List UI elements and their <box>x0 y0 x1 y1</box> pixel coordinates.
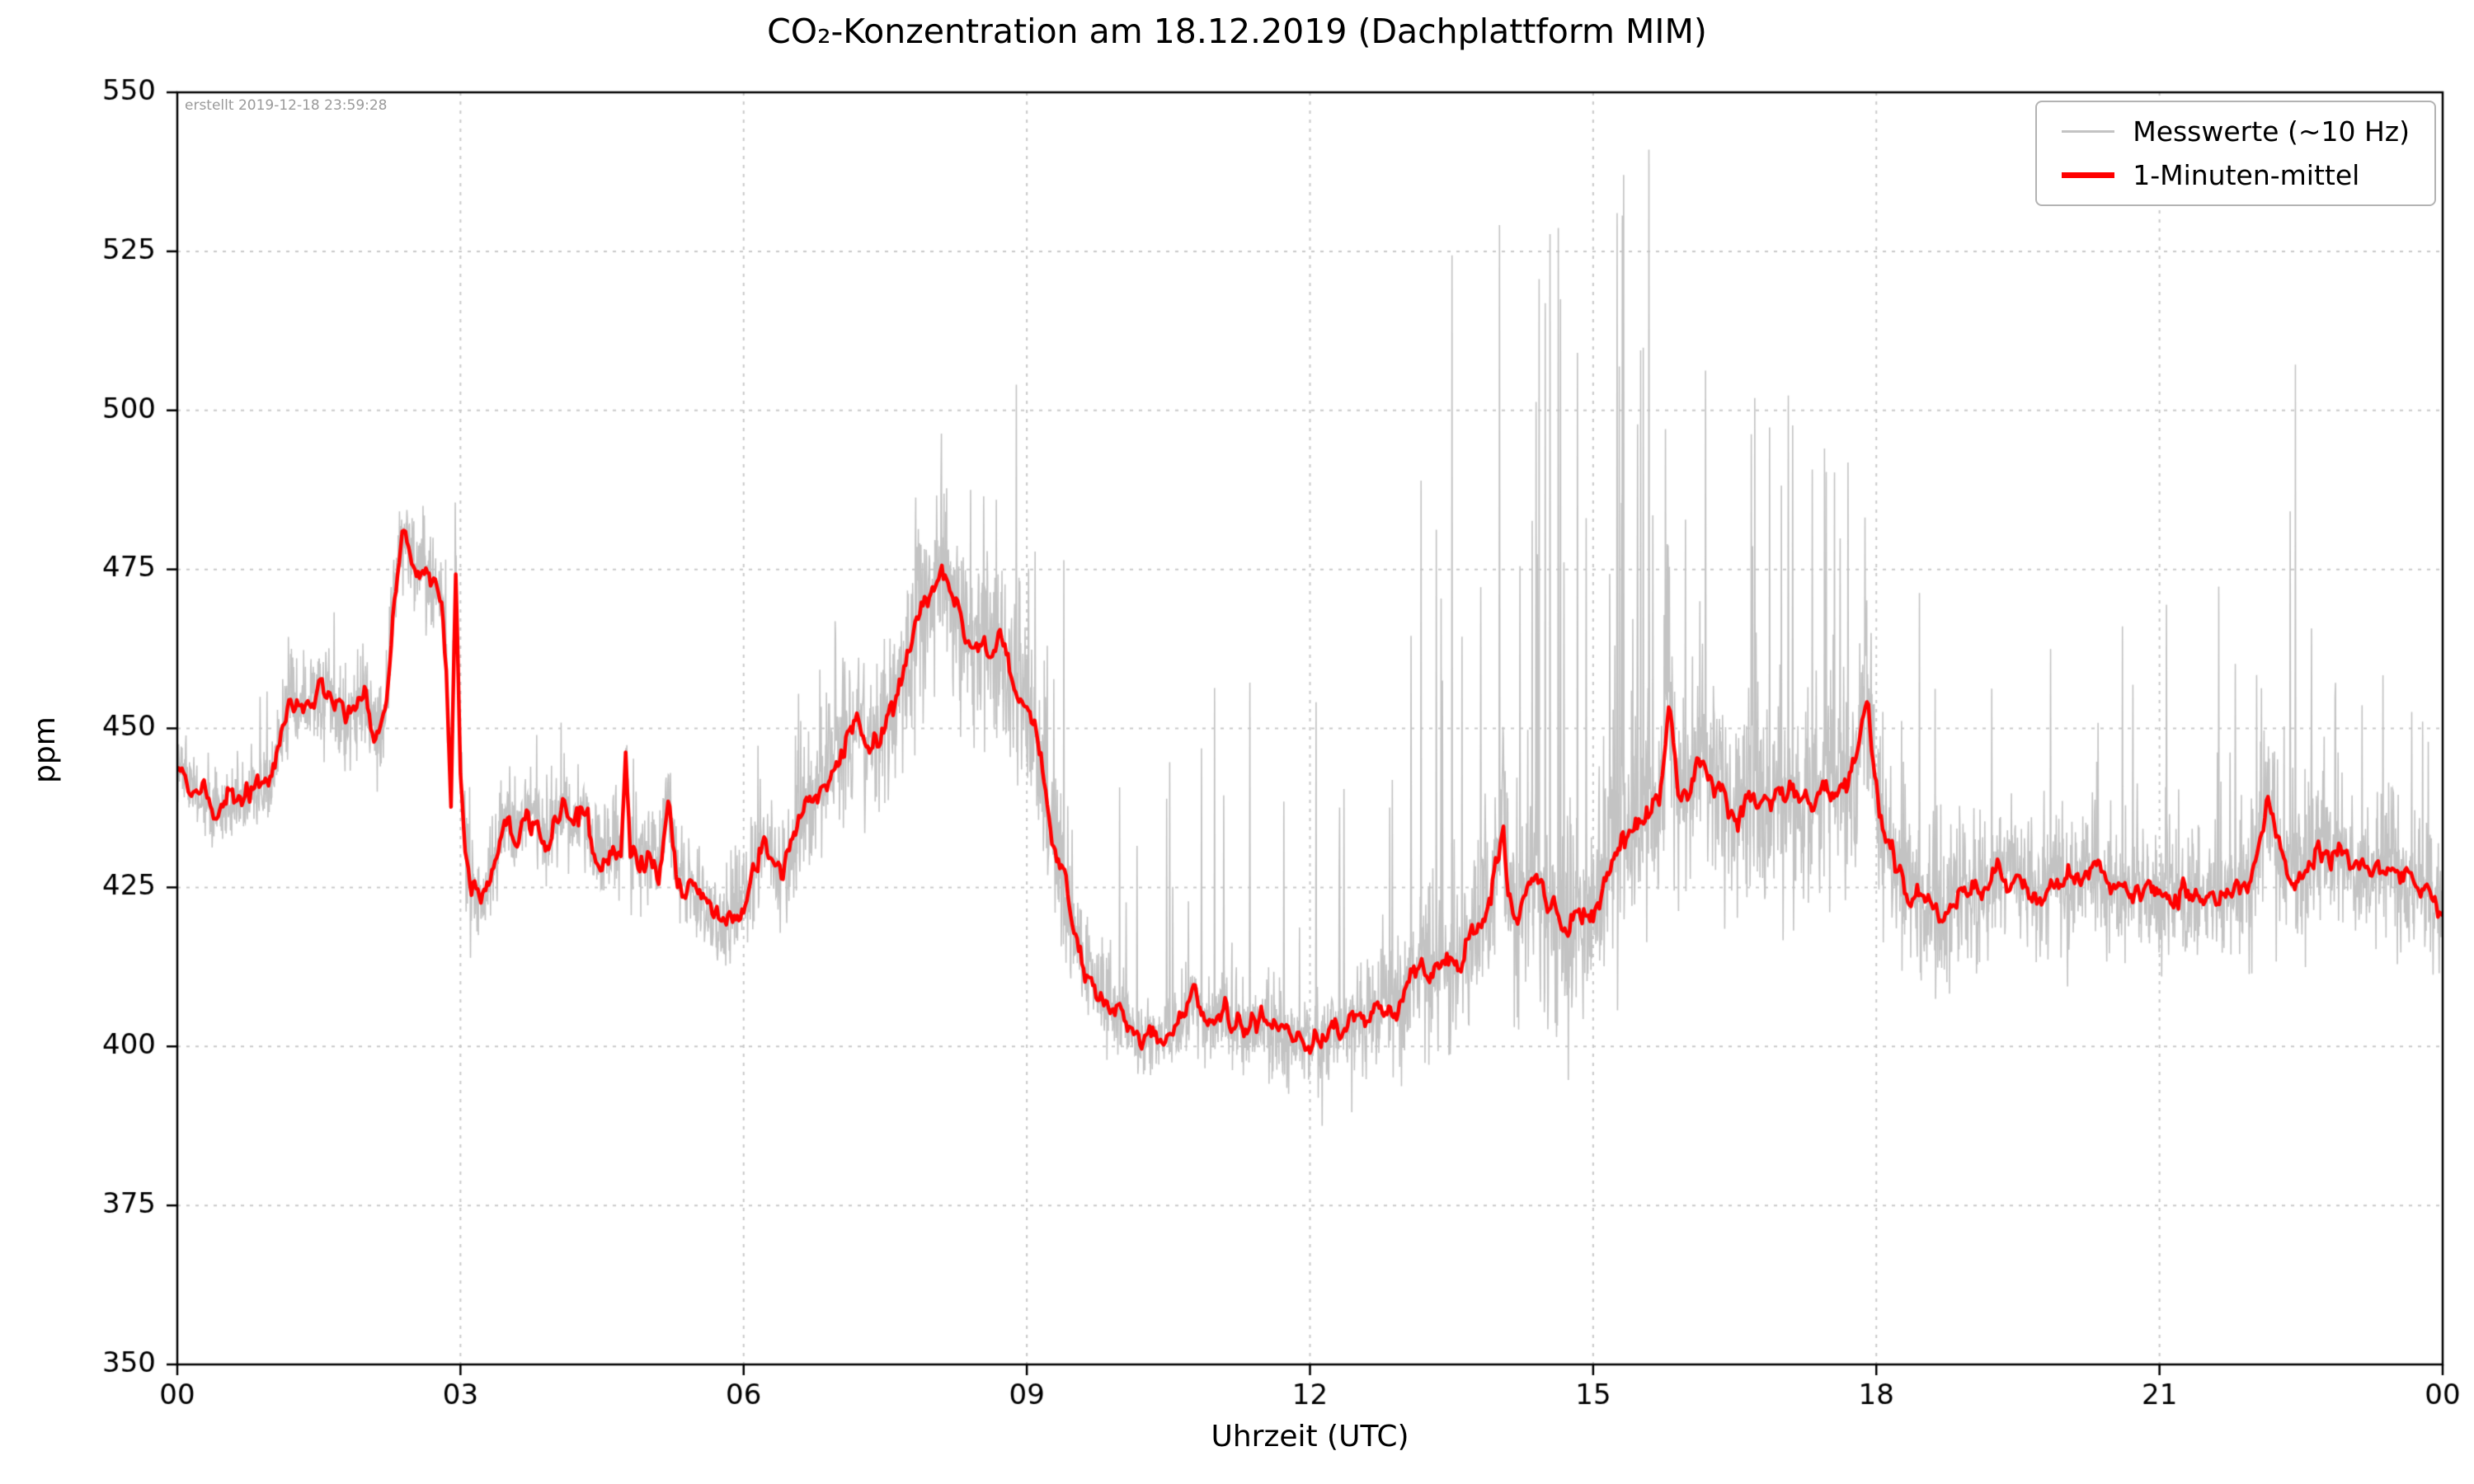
legend-label-messwerte: Messwerte (~10 Hz) <box>2133 115 2410 148</box>
legend-item-messwerte: Messwerte (~10 Hz) <box>2062 115 2410 148</box>
red-line-swatch <box>2062 172 2115 178</box>
legend: Messwerte (~10 Hz) 1-Minuten-mittel <box>2035 101 2436 206</box>
legend-label-minutenmittel: 1-Minuten-mittel <box>2133 159 2360 191</box>
chart-title: CO₂-Konzentration am 18.12.2019 (Dachpla… <box>767 12 1707 51</box>
created-timestamp: erstellt 2019-12-18 23:59:28 <box>185 97 388 114</box>
gray-line-swatch <box>2062 130 2115 133</box>
legend-item-minutenmittel: 1-Minuten-mittel <box>2062 159 2410 191</box>
y-axis-label: ppm <box>28 716 62 783</box>
x-axis-label: Uhrzeit (UTC) <box>1211 1420 1409 1453</box>
